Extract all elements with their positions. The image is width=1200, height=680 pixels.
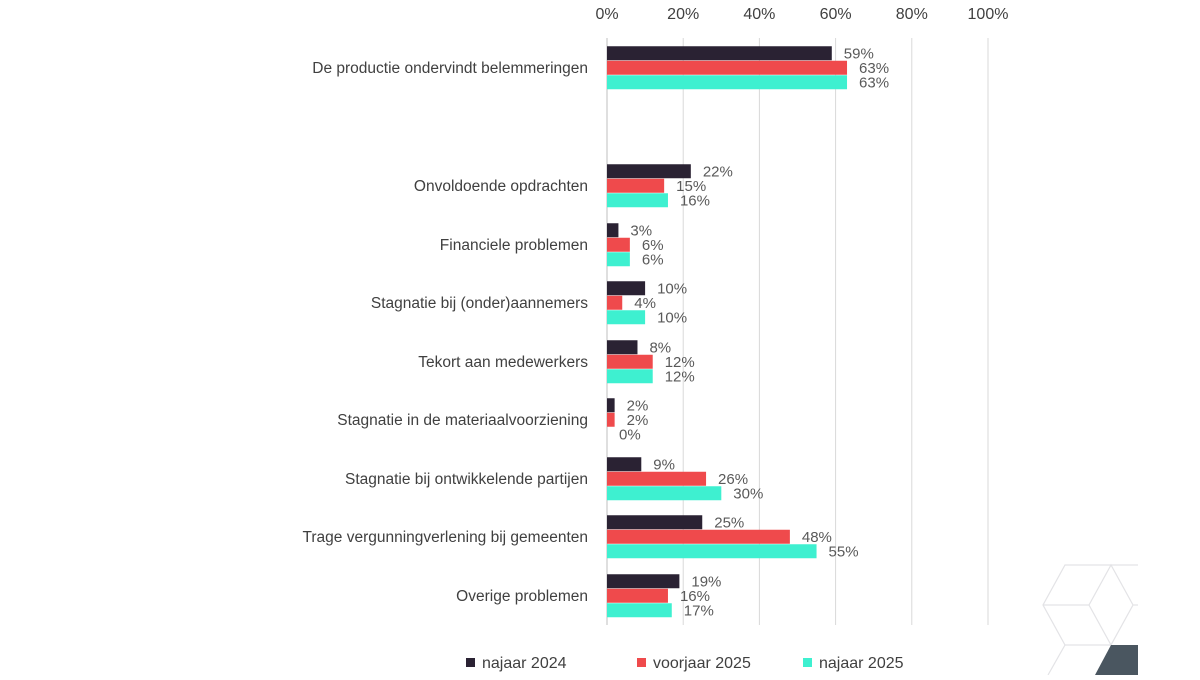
data-label: 63% xyxy=(859,60,889,77)
bar-najaar-2025 xyxy=(607,544,817,559)
legend-label: najaar 2025 xyxy=(819,655,904,672)
bar-najaar-2024 xyxy=(607,515,703,530)
bar-najaar-2024 xyxy=(607,164,691,179)
legend-label: voorjaar 2025 xyxy=(653,655,751,672)
data-label: 8% xyxy=(649,339,671,356)
legend-swatch xyxy=(637,658,646,667)
data-label: 55% xyxy=(829,543,859,560)
x-tick-label: 40% xyxy=(743,6,775,23)
bar-najaar-2024 xyxy=(607,281,646,296)
bar-najaar-2025 xyxy=(607,310,646,325)
x-tick-label: 100% xyxy=(968,6,1009,23)
category-label: Stagnatie in de materiaalvoorziening xyxy=(337,412,588,429)
data-label: 0% xyxy=(619,426,641,443)
data-label: 25% xyxy=(714,514,744,531)
x-tick-label: 60% xyxy=(820,6,852,23)
data-label: 6% xyxy=(642,237,664,254)
data-label: 2% xyxy=(627,412,649,429)
bar-voorjaar-2025 xyxy=(607,237,630,252)
x-tick-label: 80% xyxy=(896,6,928,23)
x-tick-label: 0% xyxy=(595,6,618,23)
data-label: 12% xyxy=(665,368,695,385)
bar-voorjaar-2025 xyxy=(607,60,848,75)
data-label: 63% xyxy=(859,74,889,91)
legend-swatch xyxy=(803,658,812,667)
data-label: 16% xyxy=(680,192,710,209)
data-label: 17% xyxy=(684,602,714,619)
data-label: 16% xyxy=(680,588,710,605)
data-label: 10% xyxy=(657,280,687,297)
bar-najaar-2025 xyxy=(607,369,653,384)
category-label: Stagnatie bij ontwikkelende partijen xyxy=(345,471,588,488)
bar-najaar-2024 xyxy=(607,223,619,238)
category-label: Tekort aan medewerkers xyxy=(418,354,588,371)
legend-swatch xyxy=(466,658,475,667)
bar-najaar-2025 xyxy=(607,486,722,501)
data-label: 19% xyxy=(691,573,721,590)
x-tick-label: 20% xyxy=(667,6,699,23)
category-label: Financiele problemen xyxy=(440,237,588,254)
bar-najaar-2024 xyxy=(607,457,642,472)
category-label: Onvoldoende opdrachten xyxy=(414,178,588,195)
data-label: 26% xyxy=(718,471,748,488)
category-label: Stagnatie bij (onder)aannemers xyxy=(371,295,588,312)
category-label: De productie ondervindt belemmeringen xyxy=(312,60,588,77)
bar-voorjaar-2025 xyxy=(607,354,653,369)
bar-voorjaar-2025 xyxy=(607,178,665,193)
category-label: Trage vergunningverlening bij gemeenten xyxy=(302,529,588,546)
bar-voorjaar-2025 xyxy=(607,471,707,486)
legend-label: najaar 2024 xyxy=(482,655,567,672)
bar-voorjaar-2025 xyxy=(607,588,668,603)
data-label: 6% xyxy=(642,251,664,268)
bar-najaar-2024 xyxy=(607,398,615,413)
data-label: 22% xyxy=(703,163,733,180)
bar-najaar-2024 xyxy=(607,46,832,61)
data-label: 10% xyxy=(657,309,687,326)
data-label: 12% xyxy=(665,354,695,371)
decorative-cube-logo xyxy=(1042,563,1138,676)
bar-voorjaar-2025 xyxy=(607,295,623,310)
data-label: 3% xyxy=(630,222,652,239)
bar-najaar-2024 xyxy=(607,574,680,589)
bar-voorjaar-2025 xyxy=(607,529,790,544)
data-label: 15% xyxy=(676,178,706,195)
data-label: 9% xyxy=(653,456,675,473)
bar-najaar-2025 xyxy=(607,603,672,618)
bar-najaar-2025 xyxy=(607,252,630,267)
category-label: Overige problemen xyxy=(456,588,588,605)
bar-najaar-2025 xyxy=(607,75,848,90)
bar-najaar-2025 xyxy=(607,193,668,208)
bar-najaar-2024 xyxy=(607,340,638,355)
bar-voorjaar-2025 xyxy=(607,412,615,427)
data-label: 4% xyxy=(634,295,656,312)
data-label: 2% xyxy=(627,397,649,414)
data-label: 30% xyxy=(733,485,763,502)
data-label: 48% xyxy=(802,529,832,546)
data-label: 59% xyxy=(844,45,874,62)
